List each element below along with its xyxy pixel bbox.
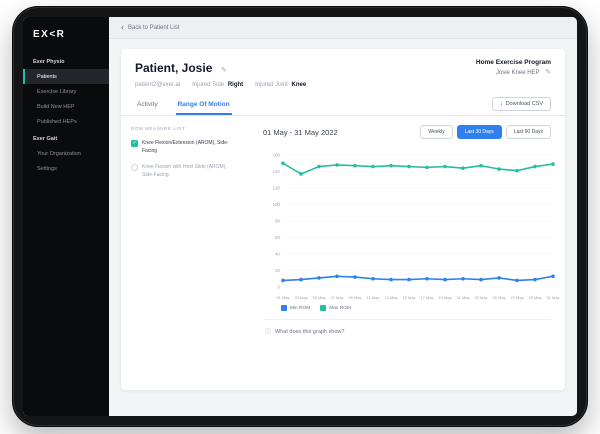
injured-joint: Injured Joint Knee xyxy=(255,82,306,88)
svg-text:120: 120 xyxy=(273,186,281,191)
hep-name: Josie Knee HEP ✎ xyxy=(476,68,551,76)
legend-item: Max ROM xyxy=(320,305,351,311)
graph-explainer-label: What does this graph show? xyxy=(275,328,345,335)
sidebar: EX<R Exer Physio Patients Exercise Libra… xyxy=(23,17,109,416)
patient-card: Patient, Josie ✎ Home Exercise Program J… xyxy=(121,49,565,390)
rom-item-heel-slide[interactable]: Knee Flexion with Heel Slide (AROM), Sid… xyxy=(131,164,239,179)
svg-text:0: 0 xyxy=(278,285,281,290)
rom-item-flexion-extension[interactable]: ✓ Knee Flexion/Extension (AROM), Side-Fa… xyxy=(131,140,239,155)
legend-label: Max ROM xyxy=(329,305,351,311)
rom-item-label: Knee Flexion/Extension (AROM), Side-Faci… xyxy=(142,140,229,154)
svg-text:05 May: 05 May xyxy=(312,295,325,300)
checked-checkbox-icon[interactable]: ✓ xyxy=(131,140,138,147)
svg-text:07 May: 07 May xyxy=(330,295,343,300)
svg-text:31 May: 31 May xyxy=(546,295,559,300)
svg-text:01 May: 01 May xyxy=(276,295,289,300)
back-label: Back to Patient List xyxy=(128,24,180,31)
app-screen: EX<R Exer Physio Patients Exercise Libra… xyxy=(23,17,577,416)
patient-email: patient2@exer.ai xyxy=(135,82,181,88)
svg-text:21 May: 21 May xyxy=(456,295,469,300)
legend-label: Min ROM xyxy=(290,305,311,311)
svg-text:80: 80 xyxy=(275,219,280,224)
tab-body: ROM MEASURE LIST ✓ Knee Flexion/Extensio… xyxy=(121,116,565,390)
tabs-row: Activity Range Of Motion ↓ Download CSV xyxy=(121,96,565,116)
rom-chart: 0 20 40 60 80 100 120 140 160 01 May 03 May 05 May 0… xyxy=(263,145,560,303)
back-arrow-icon: ‹ xyxy=(121,22,124,32)
rom-measure-list: ROM MEASURE LIST ✓ Knee Flexion/Extensio… xyxy=(121,116,249,390)
legend-swatch-icon xyxy=(320,305,327,311)
svg-text:25 May: 25 May xyxy=(492,295,505,300)
sidebar-item-published-heps[interactable]: Published HEPs xyxy=(37,118,77,125)
main-area: ‹ Back to Patient List Patient, Josie ✎ … xyxy=(109,17,577,416)
sidebar-section-exer-physio: Exer Physio xyxy=(33,59,65,65)
graph-explainer-row[interactable]: ⓘ What does this graph show? xyxy=(263,319,551,343)
tab-range-of-motion[interactable]: Range Of Motion xyxy=(175,96,232,115)
svg-text:03 May: 03 May xyxy=(294,295,307,300)
card-header: Patient, Josie ✎ Home Exercise Program J… xyxy=(121,49,565,77)
rom-line-chart: 0 20 40 60 80 100 120 140 160 01 May 03 May 05 May 0… xyxy=(273,153,560,300)
injured-side: Injured Side Right xyxy=(192,82,243,88)
edit-hep-icon[interactable]: ✎ xyxy=(545,69,551,76)
weekly-button[interactable]: Weekly xyxy=(420,125,453,139)
tabs: Activity Range Of Motion xyxy=(135,96,232,115)
download-csv-button[interactable]: ↓ Download CSV xyxy=(491,97,551,111)
sidebar-item-exercise-library[interactable]: Exercise Library xyxy=(37,88,77,95)
chart-date-range: 01 May - 31 May 2022 xyxy=(263,127,338,137)
patient-name: Patient, Josie xyxy=(135,61,213,75)
hep-name-text: Josie Knee HEP xyxy=(495,70,540,76)
svg-text:13 May: 13 May xyxy=(384,295,397,300)
download-label: Download CSV xyxy=(505,101,543,107)
legend-item: Min ROM xyxy=(281,305,310,311)
legend-swatch-icon xyxy=(281,305,287,311)
info-icon: ⓘ xyxy=(265,330,272,336)
rom-item-label: Knee Flexion with Heel Slide (AROM), Sid… xyxy=(142,164,227,178)
back-to-patient-list[interactable]: ‹ Back to Patient List xyxy=(109,17,577,39)
svg-text:29 May: 29 May xyxy=(528,295,541,300)
sidebar-section-exer-gait: Exer Gait xyxy=(33,136,58,142)
svg-text:23 May: 23 May xyxy=(474,295,487,300)
sidebar-item-settings[interactable]: Settings xyxy=(37,165,57,172)
svg-text:09 May: 09 May xyxy=(348,295,361,300)
last-30-days-button[interactable]: Last 30 Days xyxy=(456,125,502,139)
rom-list-title: ROM MEASURE LIST xyxy=(131,126,186,131)
hep-block: Home Exercise Program Josie Knee HEP ✎ xyxy=(476,59,551,76)
exer-logo: EX<R xyxy=(33,29,66,40)
patient-name-block: Patient, Josie ✎ xyxy=(135,59,227,77)
tab-activity[interactable]: Activity xyxy=(137,101,158,108)
patient-meta-row: patient2@exer.ai Injured Side Right Inju… xyxy=(121,77,565,96)
chart-header: 01 May - 31 May 2022 Weekly Last 30 Days… xyxy=(263,125,551,139)
svg-text:17 May: 17 May xyxy=(420,295,433,300)
injured-side-value: Right xyxy=(227,82,244,88)
last-90-days-button[interactable]: Last 90 Days xyxy=(505,125,551,139)
edit-patient-icon[interactable]: ✎ xyxy=(220,67,227,74)
range-buttons: Weekly Last 30 Days Last 90 Days xyxy=(420,125,551,139)
svg-text:11 May: 11 May xyxy=(367,295,380,300)
svg-text:19 May: 19 May xyxy=(438,295,451,300)
svg-text:160: 160 xyxy=(273,153,281,158)
svg-text:20: 20 xyxy=(275,268,280,273)
injured-side-label: Injured Side xyxy=(192,82,225,88)
svg-text:60: 60 xyxy=(275,235,280,240)
svg-text:40: 40 xyxy=(275,252,280,257)
unchecked-checkbox-icon[interactable] xyxy=(131,164,138,171)
svg-text:140: 140 xyxy=(273,169,281,174)
download-icon: ↓ xyxy=(499,101,503,107)
svg-text:100: 100 xyxy=(273,202,281,207)
injured-joint-value: Knee xyxy=(291,82,307,88)
sidebar-item-patients[interactable]: Patients xyxy=(23,69,109,84)
chart-panel: 01 May - 31 May 2022 Weekly Last 30 Days… xyxy=(249,116,565,390)
tablet-frame: EX<R Exer Physio Patients Exercise Libra… xyxy=(12,6,588,427)
injured-joint-label: Injured Joint xyxy=(255,82,288,88)
sidebar-item-your-organization[interactable]: Your Organization xyxy=(37,150,81,157)
svg-text:15 May: 15 May xyxy=(402,295,415,300)
hep-program-label: Home Exercise Program xyxy=(475,59,551,66)
sidebar-item-build-new-hep[interactable]: Build New HEP xyxy=(37,103,75,110)
svg-text:27 May: 27 May xyxy=(510,295,523,300)
chart-legend: Min ROM Max ROM xyxy=(263,303,551,311)
